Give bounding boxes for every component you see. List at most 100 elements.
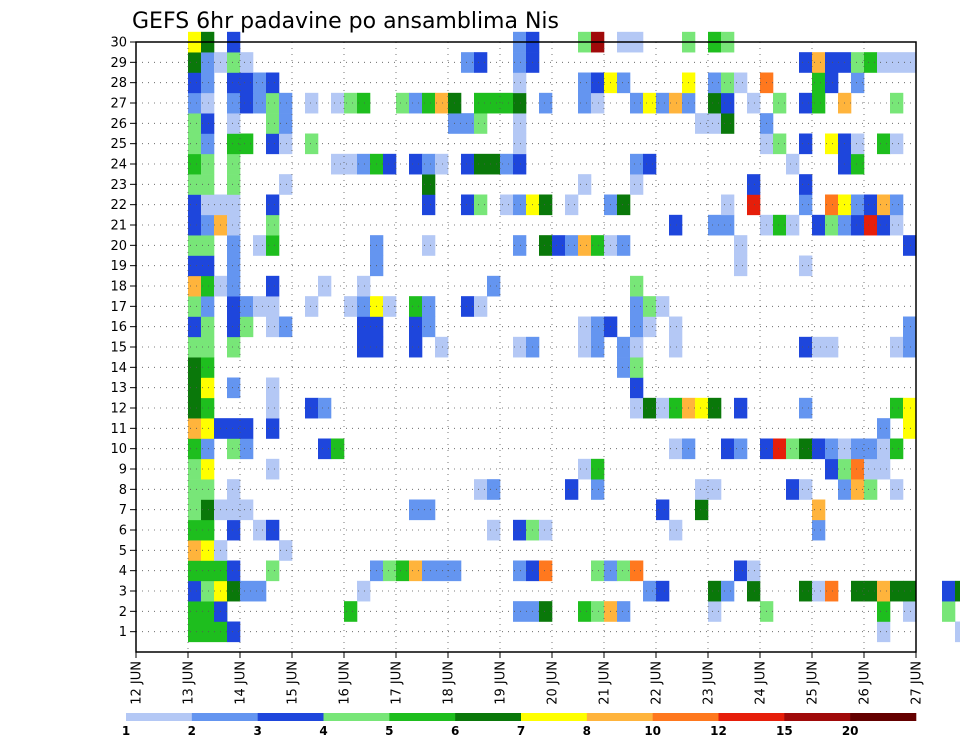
colorbar-label: 20 <box>842 724 859 738</box>
heatmap-cell <box>656 296 670 317</box>
heatmap-cell <box>188 377 202 399</box>
heatmap-cell <box>643 316 657 338</box>
heatmap-cell <box>422 153 436 175</box>
heatmap-cell <box>279 133 293 155</box>
colorbar-swatch <box>586 713 653 721</box>
heatmap-cell <box>591 601 605 622</box>
heatmap-cell <box>201 92 215 114</box>
y-tick-label: 17 <box>110 300 127 315</box>
heatmap-cell <box>201 438 215 460</box>
heatmap-cell <box>227 72 254 94</box>
x-tick-label: 12 JUN <box>130 661 145 705</box>
heatmap-cell <box>409 499 436 521</box>
heatmap-cell <box>201 580 215 602</box>
heatmap-cell <box>188 438 202 460</box>
y-tick-label: 23 <box>110 178 127 193</box>
heatmap-cell <box>266 113 280 134</box>
heatmap-cell <box>617 194 631 216</box>
y-axis: 1234567891011121314151617181920212223242… <box>110 36 136 640</box>
heatmap-cell <box>253 296 267 317</box>
heatmap-cell <box>253 92 267 114</box>
heatmap-cell <box>877 214 891 236</box>
heatmap-cell <box>513 194 527 216</box>
heatmap-cell <box>266 377 280 399</box>
heatmap-cell <box>721 72 735 94</box>
heatmap-cell <box>630 397 644 419</box>
heatmap-cell <box>812 519 826 541</box>
heatmap-cell <box>721 580 735 602</box>
heatmap-cell <box>539 235 553 256</box>
heatmap-cell <box>487 275 501 297</box>
heatmap-cell <box>422 560 462 582</box>
y-tick-label: 1 <box>119 625 127 640</box>
heatmap-cell <box>877 133 891 155</box>
heatmap-cell <box>799 174 813 195</box>
heatmap-cell <box>201 275 215 297</box>
heatmap-cell <box>578 458 592 480</box>
heatmap-cell <box>812 580 826 602</box>
heatmap-cell <box>201 133 215 155</box>
heatmap-cell <box>578 601 592 622</box>
heatmap-cell <box>513 92 527 114</box>
heatmap-cell <box>942 580 956 602</box>
heatmap-cell <box>890 336 904 358</box>
x-tick-label: 19 JUN <box>494 661 509 705</box>
colorbar: 1 2 3 4 5 6 7 8 10 12 15 20 <box>122 713 917 738</box>
heatmap-cell <box>188 194 202 216</box>
x-tick-label: 17 JUN <box>390 661 405 705</box>
heatmap-cell <box>266 418 280 439</box>
heatmap-cell <box>227 52 241 73</box>
y-tick-label: 8 <box>119 483 127 498</box>
heatmap-cell <box>305 133 319 155</box>
heatmap-cell <box>227 621 241 643</box>
heatmap-cell <box>279 92 293 114</box>
heatmap-cell <box>240 580 267 602</box>
heatmap-cell <box>227 113 241 134</box>
heatmap-cell <box>578 174 592 195</box>
heatmap-cell <box>331 153 358 175</box>
y-tick-label: 29 <box>110 56 127 71</box>
heatmap-cell <box>630 316 644 338</box>
colorbar-swatch <box>257 713 324 721</box>
y-tick-label: 4 <box>119 564 127 579</box>
heatmap-cell <box>630 377 644 399</box>
heatmap-cell <box>864 479 878 500</box>
heatmap-cell <box>799 397 813 419</box>
heatmap-cell <box>552 235 566 256</box>
heatmap-cell <box>695 397 709 419</box>
heatmap-cell <box>812 499 826 521</box>
colorbar-label: 5 <box>385 724 393 738</box>
heatmap-cell <box>201 194 215 216</box>
heatmap-cell <box>279 174 293 195</box>
heatmap-cell <box>773 214 787 236</box>
heatmap-cell <box>955 621 960 643</box>
heatmap-cell <box>266 235 280 256</box>
y-tick-label: 9 <box>119 463 127 478</box>
heatmap-cell <box>409 560 423 582</box>
heatmap-cell <box>357 153 371 175</box>
heatmap-cell <box>617 235 631 256</box>
x-tick-label: 13 JUN <box>182 661 197 705</box>
heatmap-cell <box>253 519 267 541</box>
heatmap-cell <box>656 92 670 114</box>
heatmap-cell <box>422 174 436 195</box>
heatmap-cell <box>240 438 254 460</box>
x-tick-label: 23 JUN <box>702 661 717 705</box>
heatmap-cell <box>461 194 475 216</box>
heatmap-cell <box>474 153 501 175</box>
heatmap-cell <box>708 580 722 602</box>
heatmap-cell <box>565 479 579 500</box>
heatmap-cell <box>903 397 917 419</box>
heatmap-cell <box>695 479 722 500</box>
heatmap-cell <box>409 153 423 175</box>
heatmap-cell <box>188 418 202 439</box>
heatmap-cell <box>201 52 215 73</box>
heatmap-cell <box>227 377 241 399</box>
heatmap-cell <box>474 52 488 73</box>
heatmap-cell <box>864 194 878 216</box>
heatmap-cell <box>617 357 631 378</box>
heatmap-cell <box>591 458 605 480</box>
y-tick-label: 11 <box>110 422 127 437</box>
heatmap-cell <box>227 133 254 155</box>
